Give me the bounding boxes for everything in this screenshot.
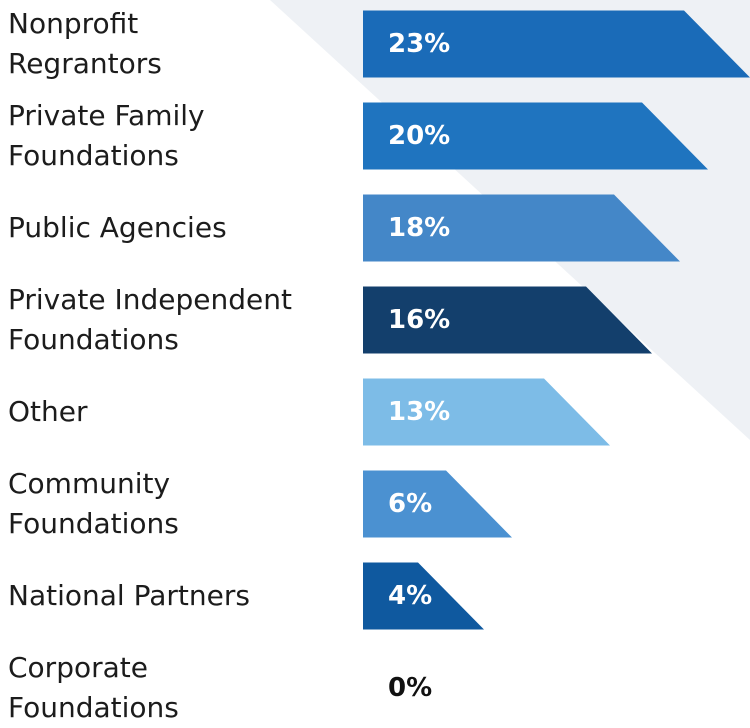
category-label: Other (8, 395, 88, 428)
value-label: 4% (388, 581, 433, 611)
value-label: 16% (388, 305, 451, 335)
value-label: 18% (388, 213, 451, 243)
bar (363, 562, 484, 630)
bar (363, 470, 512, 538)
category-label: Private Family Foundations (8, 99, 205, 172)
category-label: Public Agencies (8, 211, 227, 244)
value-label: 6% (388, 489, 433, 519)
category-label: National Partners (8, 579, 250, 612)
value-label: 20% (388, 121, 451, 151)
bar (363, 10, 750, 78)
category-label: Private Independent Foundations (8, 283, 292, 356)
category-label: Corporate Foundations (8, 651, 179, 724)
category-label: Community Foundations (8, 467, 179, 540)
category-label: Nonprofit Regrantors (8, 7, 162, 80)
bar (363, 194, 680, 262)
value-label: 13% (388, 397, 451, 427)
value-label: 23% (388, 29, 451, 59)
bar (363, 378, 610, 446)
value-label: 0% (388, 673, 433, 703)
bar (363, 286, 652, 354)
bar (363, 102, 708, 170)
